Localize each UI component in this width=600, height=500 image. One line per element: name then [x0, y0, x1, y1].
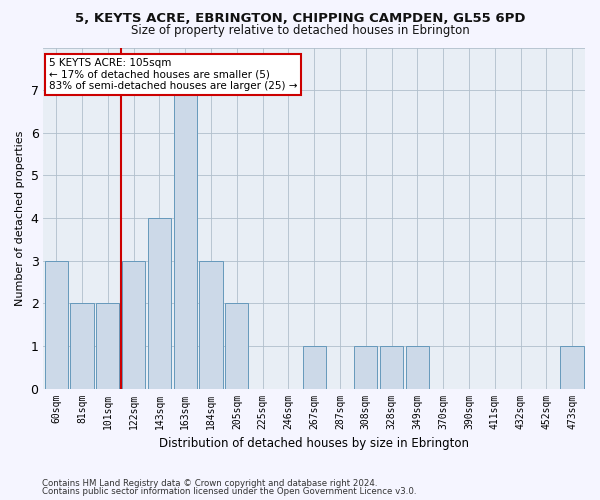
- Bar: [560, 346, 584, 389]
- Bar: [122, 260, 145, 388]
- Text: 5, KEYTS ACRE, EBRINGTON, CHIPPING CAMPDEN, GL55 6PD: 5, KEYTS ACRE, EBRINGTON, CHIPPING CAMPD…: [75, 12, 525, 26]
- Bar: [148, 218, 171, 388]
- Bar: [70, 304, 94, 388]
- Bar: [380, 346, 403, 389]
- X-axis label: Distribution of detached houses by size in Ebrington: Distribution of detached houses by size …: [159, 437, 469, 450]
- Bar: [173, 90, 197, 388]
- Text: 5 KEYTS ACRE: 105sqm
← 17% of detached houses are smaller (5)
83% of semi-detach: 5 KEYTS ACRE: 105sqm ← 17% of detached h…: [49, 58, 298, 91]
- Text: Contains public sector information licensed under the Open Government Licence v3: Contains public sector information licen…: [42, 487, 416, 496]
- Bar: [199, 260, 223, 388]
- Y-axis label: Number of detached properties: Number of detached properties: [15, 130, 25, 306]
- Text: Contains HM Land Registry data © Crown copyright and database right 2024.: Contains HM Land Registry data © Crown c…: [42, 478, 377, 488]
- Bar: [302, 346, 326, 389]
- Text: Size of property relative to detached houses in Ebrington: Size of property relative to detached ho…: [131, 24, 469, 37]
- Bar: [45, 260, 68, 388]
- Bar: [406, 346, 429, 389]
- Bar: [225, 304, 248, 388]
- Bar: [354, 346, 377, 389]
- Bar: [96, 304, 119, 388]
